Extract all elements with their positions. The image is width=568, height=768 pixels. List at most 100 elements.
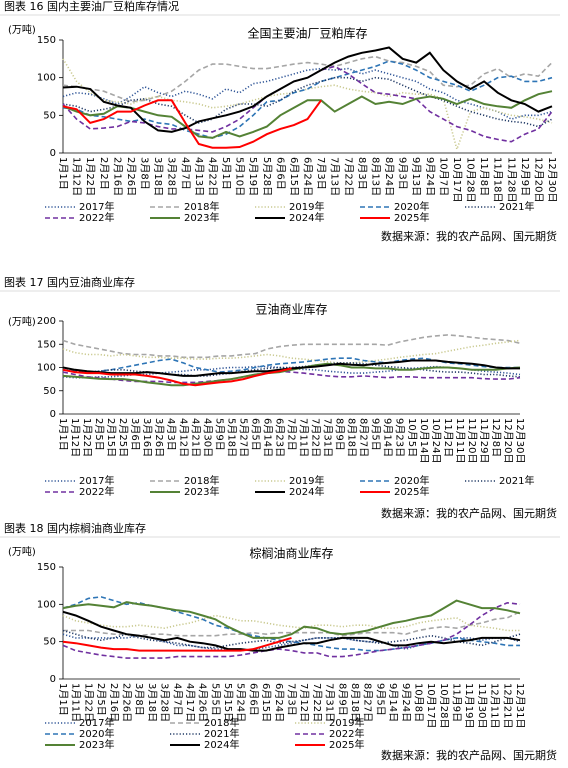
unit-label: (万吨)	[8, 545, 36, 558]
x-tick-label: 9月13日	[410, 157, 422, 196]
x-tick-label: 3月18日	[146, 683, 158, 722]
x-tick-label: 11月11日	[454, 418, 466, 463]
unit-label: (万吨)	[8, 315, 36, 328]
series-line	[62, 65, 553, 143]
series-line	[62, 55, 553, 103]
legend-label: 2017年	[79, 716, 114, 729]
x-tick-label: 10月28日	[465, 157, 477, 202]
legend-label: 2023年	[184, 211, 219, 224]
x-tick-label: 7月3日	[315, 157, 327, 190]
x-tick-label: 5月5日	[209, 683, 221, 716]
x-tick-label: 11月9日	[451, 683, 463, 722]
x-tick-label: 7月31日	[322, 418, 334, 457]
x-tick-label: 9月3日	[397, 157, 409, 190]
x-tick-label: 10月7日	[437, 157, 449, 196]
legend-label: 2025年	[394, 485, 429, 498]
legend-label: 2021年	[204, 727, 239, 740]
figure-caption: 图表 18 国内棕榈油商业库存	[4, 521, 146, 535]
x-tick-label: 8月18日	[346, 418, 358, 457]
source-note: 数据来源：我的农产品网、国元期货	[381, 748, 557, 762]
x-tick-label: 2月16日	[108, 683, 120, 722]
series-line	[62, 90, 553, 139]
x-tick-label: 9月23日	[394, 418, 406, 457]
x-tick-label: 4月12日	[177, 418, 189, 457]
y-tick-label: 200	[37, 316, 56, 327]
x-tick-label: 8月27日	[362, 683, 374, 722]
x-tick-label: 9月24日	[424, 157, 436, 196]
legend-label: 2018年	[184, 474, 219, 487]
y-tick-label: 150	[37, 339, 56, 350]
x-tick-label: 7月22日	[342, 157, 354, 196]
x-tick-label: 10月5日	[406, 418, 418, 457]
legend-label: 2022年	[329, 727, 364, 740]
x-tick-label: 6月5日	[249, 418, 261, 451]
chart-title: 棕榈油商业库存	[249, 546, 333, 561]
x-tick-label: 8月3日	[356, 157, 368, 190]
series-line	[62, 67, 553, 120]
x-tick-label: 5月10日	[234, 157, 246, 196]
x-tick-label: 12月31日	[514, 683, 526, 728]
legend-label: 2025年	[394, 211, 429, 224]
x-tick-label: 1月22日	[82, 683, 94, 722]
x-tick-label: 6月15日	[288, 157, 300, 196]
x-tick-label: 10月8日	[412, 683, 424, 722]
x-tick-label: 1月12日	[71, 157, 83, 196]
x-tick-label: 4月3日	[165, 418, 177, 451]
y-tick-label: 0	[50, 148, 56, 159]
x-tick-label: 9月14日	[382, 418, 394, 457]
legend-label: 2022年	[79, 211, 114, 224]
source-note: 数据来源：我的农产品网、国元期货	[381, 506, 557, 520]
x-tick-label: 5月9日	[213, 418, 225, 451]
x-tick-label: 3月28日	[159, 683, 171, 722]
y-tick-label: 100	[37, 73, 56, 84]
x-tick-label: 4月13日	[193, 157, 205, 196]
y-tick-label: 150	[37, 562, 56, 573]
x-tick-label: 11月2日	[442, 418, 454, 457]
x-tick-label: 7月2日	[286, 418, 298, 451]
x-tick-label: 9月5日	[370, 418, 382, 451]
legend-label: 2024年	[289, 485, 324, 498]
x-tick-label: 10月14日	[418, 418, 430, 463]
legend-label: 2021年	[499, 200, 534, 213]
x-tick-label: 11月29日	[478, 418, 490, 463]
x-tick-label: 6月14日	[261, 418, 273, 457]
x-tick-label: 7月22日	[310, 418, 322, 457]
series-line	[62, 46, 553, 133]
x-tick-label: 12月20日	[502, 418, 514, 463]
series-line	[62, 599, 521, 639]
x-tick-label: 4月21日	[189, 418, 201, 457]
series-line	[62, 99, 322, 149]
y-tick-label: 100	[37, 599, 56, 610]
series-line	[62, 610, 521, 652]
series-line	[62, 614, 520, 632]
series-line	[63, 611, 521, 637]
legend-label: 2017年	[79, 200, 114, 213]
series-line	[62, 334, 521, 359]
x-tick-label: 5月1日	[220, 157, 232, 190]
x-tick-label: 7月22日	[311, 683, 323, 722]
x-tick-label: 11月30日	[476, 683, 488, 728]
x-tick-label: 2月16日	[111, 157, 123, 196]
x-tick-label: 8月24日	[383, 157, 395, 196]
x-tick-label: 12月20日	[532, 157, 544, 202]
chart-title: 全国主要油厂豆粕库存	[247, 26, 367, 41]
legend-label: 2025年	[329, 738, 364, 751]
x-tick-label: 8月13日	[369, 157, 381, 196]
x-tick-label: 6月6日	[274, 157, 286, 190]
x-tick-label: 6月6日	[247, 683, 259, 716]
y-tick-label: 50	[43, 637, 56, 648]
x-tick-label: 8月9日	[336, 683, 348, 716]
legend-label: 2018年	[184, 200, 219, 213]
x-tick-label: 6月24日	[302, 157, 314, 196]
y-tick-label: 50	[43, 110, 56, 121]
x-tick-label: 7月13日	[329, 157, 341, 196]
legend-label: 2022年	[79, 485, 114, 498]
legend-label: 2020年	[394, 200, 429, 213]
figure-caption: 图表 16 国内主要油厂豆粕库存情况	[4, 0, 179, 13]
x-tick-label: 11月28日	[505, 157, 517, 202]
y-tick-label: 50	[43, 386, 56, 397]
x-tick-label: 7月3日	[286, 683, 298, 716]
series-line	[62, 357, 520, 374]
x-tick-label: 10月17日	[451, 157, 463, 202]
x-tick-label: 3月8日	[139, 157, 151, 190]
